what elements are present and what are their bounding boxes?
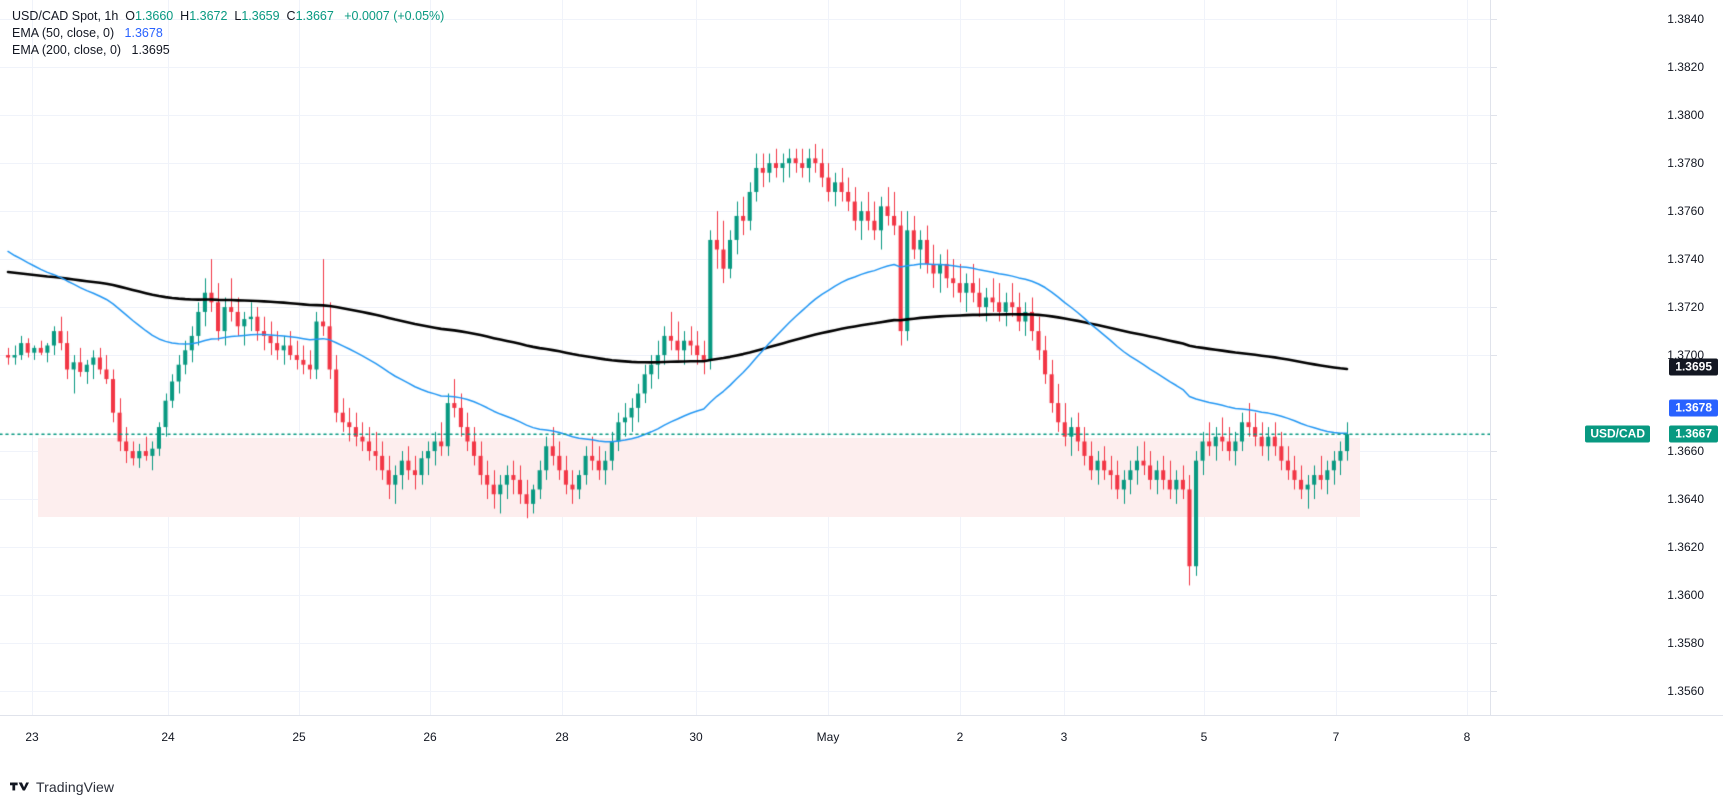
legend-high-value: 1.3672 bbox=[189, 9, 228, 23]
price-axis[interactable]: 1.3840 1.3820 1.3800 1.3780 1.3760 1.3740 1.37… bbox=[1490, 0, 1723, 715]
price-tick-label: 1.3780 bbox=[1667, 156, 1704, 171]
legend-low-value: 1.3659 bbox=[241, 9, 280, 23]
price-label-ema200: 1.3695 bbox=[1669, 358, 1718, 376]
time-tick-label: 3 bbox=[1060, 730, 1068, 744]
tradingview-brand-text: TradingView bbox=[36, 778, 115, 795]
legend-ema200-label: EMA (200, close, 0) bbox=[12, 43, 122, 57]
price-tick-mark bbox=[1491, 691, 1497, 692]
legend-symbol: USD/CAD Spot, 1h bbox=[12, 9, 119, 23]
time-axis[interactable]: 23 24 25 26 28 30 May 2 3 5 7 8 bbox=[0, 715, 1723, 762]
legend-open-value: 1.3660 bbox=[134, 9, 174, 23]
time-tick-label: 24 bbox=[161, 730, 175, 744]
legend-low-label: L bbox=[234, 9, 242, 23]
time-tick-label: 25 bbox=[292, 730, 306, 744]
time-tick-label: 30 bbox=[689, 730, 703, 744]
tradingview-logo-icon bbox=[10, 782, 29, 791]
price-tick-mark bbox=[1491, 307, 1497, 308]
time-tick-label: 5 bbox=[1200, 730, 1208, 744]
time-tick-label: 8 bbox=[1463, 730, 1471, 744]
price-tick-mark bbox=[1491, 115, 1497, 116]
price-tick-mark bbox=[1491, 67, 1497, 68]
price-tick-label: 1.3720 bbox=[1667, 300, 1704, 315]
price-tick-mark bbox=[1491, 211, 1497, 212]
price-tick-label: 1.3840 bbox=[1667, 12, 1704, 27]
price-tick-mark bbox=[1491, 547, 1497, 548]
price-tick-label: 1.3640 bbox=[1667, 492, 1704, 507]
price-tick-mark bbox=[1491, 163, 1497, 164]
chart-legend: USD/CAD Spot, 1h O1.3660 H1.3672 L1.3659… bbox=[12, 8, 444, 59]
time-tick-label: May bbox=[816, 730, 840, 744]
legend-high-label: H bbox=[180, 9, 190, 23]
legend-ohlc-row[interactable]: USD/CAD Spot, 1h O1.3660 H1.3672 L1.3659… bbox=[12, 8, 444, 25]
price-tick-mark bbox=[1491, 595, 1497, 596]
legend-ema50-value: 1.3678 bbox=[124, 26, 163, 40]
price-tick-label: 1.3660 bbox=[1667, 444, 1704, 459]
price-tick-label: 1.3760 bbox=[1667, 204, 1704, 219]
price-tick-mark bbox=[1491, 451, 1497, 452]
price-tick-label: 1.3560 bbox=[1667, 684, 1704, 698]
candlestick-series[interactable] bbox=[0, 0, 1490, 715]
price-label-symbol-tag: USD/CAD bbox=[1585, 425, 1650, 443]
chart-plot-area[interactable] bbox=[0, 0, 1490, 715]
price-tick-label: 1.3740 bbox=[1667, 252, 1704, 267]
price-tick-label: 1.3800 bbox=[1667, 108, 1704, 123]
price-tick-mark bbox=[1491, 259, 1497, 260]
legend-change: +0.0007 (+0.05%) bbox=[344, 9, 445, 23]
time-tick-label: 23 bbox=[25, 730, 39, 744]
legend-ema200-row[interactable]: EMA (200, close, 0) 1.3695 bbox=[12, 42, 444, 59]
legend-open-label: O bbox=[125, 9, 135, 23]
legend-close-label: C bbox=[286, 9, 296, 23]
time-tick-label: 26 bbox=[423, 730, 437, 744]
price-label-last: 1.3667 bbox=[1669, 425, 1718, 443]
price-tick-mark bbox=[1491, 643, 1497, 644]
price-tick-mark bbox=[1491, 355, 1497, 356]
legend-ema50-label: EMA (50, close, 0) bbox=[12, 26, 115, 40]
price-tick-label: 1.3600 bbox=[1667, 588, 1704, 603]
legend-close-value: 1.3667 bbox=[295, 9, 334, 23]
price-tick-label: 1.3820 bbox=[1667, 60, 1704, 75]
price-tick-mark bbox=[1491, 19, 1497, 20]
legend-ema50-row[interactable]: EMA (50, close, 0) 1.3678 bbox=[12, 25, 444, 42]
legend-ema200-value: 1.3695 bbox=[131, 43, 170, 57]
time-tick-label: 7 bbox=[1332, 730, 1340, 744]
price-tick-label: 1.3620 bbox=[1667, 540, 1704, 555]
price-label-ema50: 1.3678 bbox=[1669, 399, 1718, 417]
price-tick-mark bbox=[1491, 499, 1497, 500]
tradingview-watermark[interactable]: TradingView bbox=[10, 777, 114, 796]
price-tick-label: 1.3580 bbox=[1667, 636, 1704, 651]
time-tick-label: 28 bbox=[555, 730, 569, 744]
time-tick-label: 2 bbox=[956, 730, 964, 744]
